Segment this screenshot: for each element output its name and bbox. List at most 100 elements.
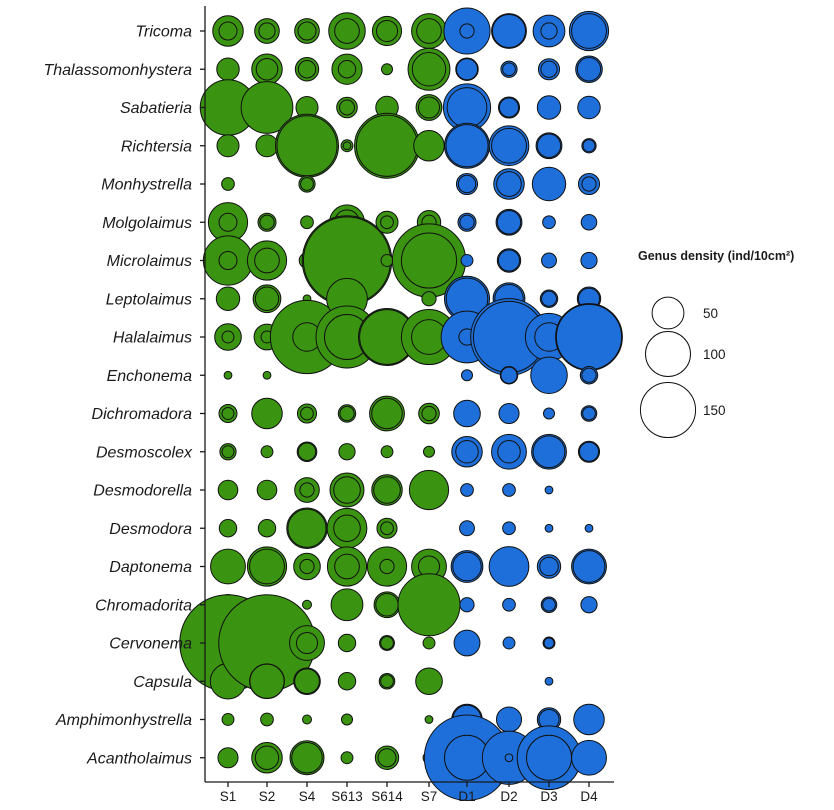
inner-density-ring — [254, 247, 280, 274]
site-label: S2 — [259, 789, 276, 804]
density-bubble — [378, 672, 396, 690]
bubble-layer — [179, 7, 623, 801]
inner-density-ring — [342, 141, 352, 151]
inner-density-ring — [295, 631, 319, 655]
density-bubble — [215, 286, 241, 311]
inner-density-ring — [582, 406, 596, 421]
inner-density-ring — [581, 367, 597, 383]
density-bubble — [340, 713, 354, 726]
inner-density-ring — [540, 22, 558, 40]
inner-density-ring — [339, 405, 355, 422]
inner-density-ring — [218, 251, 238, 270]
density-bubble — [460, 254, 474, 267]
inner-density-ring — [299, 558, 315, 575]
site-label: S1 — [220, 789, 237, 804]
density-bubble — [326, 507, 368, 549]
genus-label: Dichromadora — [92, 406, 193, 423]
inner-density-ring — [254, 745, 280, 770]
inner-density-ring — [502, 62, 516, 77]
density-bubble — [502, 483, 516, 497]
inner-density-ring — [497, 440, 521, 464]
density-bubble — [408, 469, 450, 511]
inner-density-ring — [255, 57, 279, 81]
density-bubble — [376, 517, 398, 539]
genus-label: Enchonema — [107, 368, 192, 385]
inner-density-ring — [498, 97, 520, 118]
inner-density-ring — [491, 13, 527, 49]
density-bubble — [573, 703, 605, 736]
density-bubble — [257, 519, 277, 538]
density-bubble — [495, 208, 523, 236]
density-bubble — [575, 55, 603, 84]
density-bubble — [496, 248, 522, 273]
inner-density-ring — [459, 23, 475, 39]
inner-density-ring — [500, 366, 518, 384]
density-bubble — [488, 546, 530, 587]
inner-density-ring — [582, 139, 596, 153]
density-bubble — [502, 636, 516, 650]
density-bubble — [415, 667, 443, 696]
density-bubble — [497, 96, 521, 119]
density-bubble — [580, 596, 598, 614]
inner-density-ring — [221, 445, 235, 459]
density-bubble — [369, 395, 405, 432]
legend-size-circle — [639, 381, 697, 439]
genus-label: Chromadorita — [95, 597, 192, 614]
inner-density-ring — [300, 406, 314, 421]
density-bubble — [223, 370, 233, 380]
density-bubble — [531, 433, 567, 470]
density-bubble — [354, 112, 420, 179]
inner-density-ring — [380, 215, 394, 230]
density-bubble — [371, 474, 403, 506]
density-bubble — [218, 519, 238, 538]
density-bubble — [540, 596, 558, 614]
inner-density-ring — [380, 636, 394, 650]
inner-density-ring — [300, 177, 314, 191]
inner-density-ring — [572, 550, 606, 583]
density-bubble — [300, 215, 314, 230]
inner-density-ring — [333, 514, 361, 543]
site-label: S614 — [371, 789, 403, 804]
size-legend: Genus density (ind/10cm²) 50 100 150 — [638, 249, 794, 439]
density-bubble — [407, 47, 451, 91]
density-bubble — [256, 479, 278, 501]
density-bubble — [337, 672, 357, 691]
density-bubble — [255, 134, 279, 158]
density-bubble — [262, 370, 272, 380]
inner-density-ring — [371, 397, 403, 430]
inner-density-ring — [536, 133, 562, 158]
inner-density-ring — [416, 18, 442, 44]
inner-density-ring — [459, 214, 475, 230]
density-bubble — [302, 714, 312, 725]
density-bubble — [580, 251, 598, 270]
site-label: S7 — [421, 789, 438, 804]
inner-density-ring — [496, 210, 522, 235]
inner-density-ring — [258, 22, 276, 40]
density-bubble — [457, 212, 477, 232]
density-bubble — [293, 667, 321, 696]
density-bubble — [535, 132, 563, 160]
inner-density-ring — [337, 60, 357, 79]
inner-density-ring — [299, 482, 315, 498]
inner-density-ring — [417, 96, 441, 119]
inner-density-ring — [421, 405, 437, 422]
density-bubble — [450, 550, 484, 583]
density-bubble — [544, 676, 554, 686]
genus-labels: Tricoma Thalassomonhystera Sabatieria Richt… — [43, 24, 205, 767]
inner-density-ring — [457, 174, 477, 194]
density-bubble — [293, 552, 321, 581]
density-bubble — [453, 399, 481, 428]
density-bubble — [502, 597, 516, 612]
density-bubble — [568, 10, 610, 52]
genus-label: Acantholaimus — [86, 750, 192, 767]
density-bubble — [397, 573, 461, 637]
inner-density-ring — [291, 741, 323, 774]
density-bubble — [240, 81, 294, 134]
density-bubble — [531, 166, 567, 202]
inner-density-ring — [218, 21, 238, 41]
density-bubble — [577, 440, 601, 463]
density-bubble — [580, 405, 598, 422]
density-bubble — [257, 212, 277, 232]
density-bubble — [421, 291, 437, 307]
density-bubble — [488, 125, 530, 167]
